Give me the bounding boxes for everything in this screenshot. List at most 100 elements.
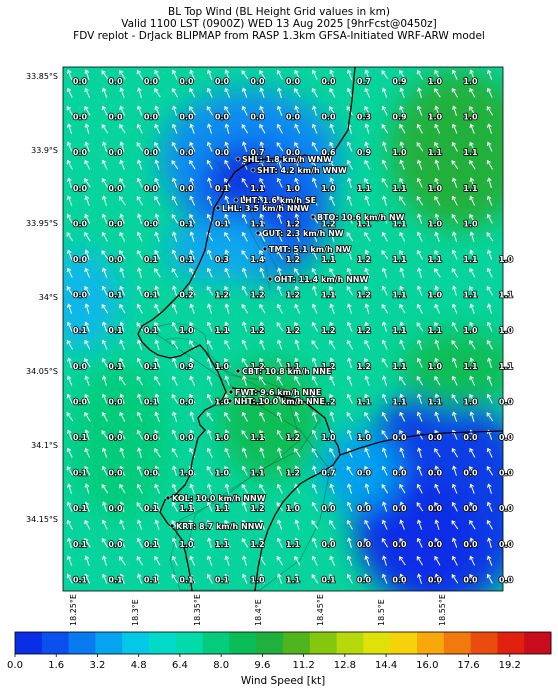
wind-arrow: [329, 123, 335, 134]
place-marker[interactable]: KOL: 10.0 km/h NNW: [165, 493, 266, 504]
wind-arrow: [381, 393, 388, 404]
grid-value: 0.0: [144, 77, 159, 86]
grid-value: 1.2: [286, 397, 300, 406]
place-marker[interactable]: CBT: 10.8 km/h NNE: [235, 366, 332, 377]
wind-arrow: [119, 267, 125, 278]
wind-arrow: [241, 501, 248, 512]
place-marker[interactable]: OHT: 11.4 km/h NNW: [267, 274, 369, 285]
grid-value: 1.1: [463, 184, 478, 193]
wind-arrow: [451, 231, 458, 242]
wind-arrow: [224, 555, 230, 566]
place-marker[interactable]: TMT: 5.1 km/h NW: [262, 244, 352, 255]
wind-arrow: [329, 195, 336, 206]
wind-arrow: [276, 465, 283, 476]
grid-value: 0.3: [215, 255, 229, 264]
wind-arrow: [84, 375, 90, 386]
wind-arrow: [136, 357, 143, 368]
wind-arrow: [294, 159, 300, 170]
wind-arrow: [381, 537, 389, 548]
wind-arrow: [399, 447, 405, 458]
grid-value: 0.1: [144, 540, 159, 549]
wind-arrow: [154, 448, 161, 458]
grid-value: 0.1: [73, 575, 88, 584]
place-marker[interactable]: BTO: 10.6 km/h NW: [310, 212, 405, 223]
wind-arrow: [347, 177, 352, 188]
place-marker[interactable]: LHL: 3.5 km/h NNW: [215, 203, 310, 214]
wind-arrow: [469, 177, 475, 188]
wind-arrow: [136, 159, 143, 170]
wind-arrow: [434, 519, 440, 530]
wind-arrow: [311, 501, 318, 512]
place-marker[interactable]: SHT: 4.2 km/h WNW: [250, 165, 348, 176]
place-marker[interactable]: SHL: 1.8 km/h WNW: [235, 154, 333, 165]
wind-arrow: [311, 574, 319, 584]
wind-arrow: [206, 412, 214, 422]
grid-value: 0.1: [215, 575, 230, 584]
grid-value: 1.0: [463, 113, 478, 122]
place-marker[interactable]: LHT: 1.6 km/h SE: [233, 195, 317, 206]
wind-arrow: [241, 124, 249, 134]
wind-arrow: [206, 375, 213, 386]
wind-arrow: [329, 249, 335, 260]
wind-arrow: [451, 160, 459, 170]
colorbar-swatch: [497, 632, 525, 654]
wind-arrow: [451, 375, 458, 386]
grid-value: 1.2: [250, 291, 264, 300]
wind-arrow: [381, 339, 388, 350]
wind-arrow: [399, 393, 405, 404]
wind-arrow: [171, 214, 179, 224]
wind-arrow: [84, 358, 91, 368]
wind-arrow: [136, 555, 144, 566]
wind-arrow: [84, 573, 91, 584]
grid-value: 1.0: [428, 184, 443, 193]
wind-arrow: [66, 375, 73, 386]
wind-arrow: [189, 429, 195, 440]
wind-arrow: [434, 537, 440, 548]
wind-arrow: [294, 231, 300, 242]
wind-arrow: [259, 303, 266, 314]
grid-value: 0.0: [108, 397, 123, 406]
grid-value: 0.0: [286, 77, 301, 86]
wind-arrow: [119, 573, 125, 584]
grid-value: 1.2: [250, 397, 264, 406]
wind-arrow: [171, 357, 178, 368]
wind-arrow: [154, 411, 160, 422]
wind-arrow: [294, 195, 301, 206]
wind-arrow: [329, 483, 335, 494]
wind-arrow: [84, 321, 90, 332]
place-marker[interactable]: KRT: 8.7 km/h NNW: [169, 521, 264, 532]
wind-arrow: [311, 447, 319, 458]
wind-arrow: [451, 87, 459, 98]
place-marker[interactable]: GUT: 2.3 km/h NW: [255, 228, 345, 239]
colorbar-swatch: [41, 632, 69, 654]
grid-value: 0.0: [463, 433, 478, 442]
wind-arrow: [119, 339, 125, 350]
wind-arrow: [329, 87, 336, 98]
wind-arrow: [66, 303, 73, 314]
wind-arrow: [381, 231, 388, 242]
wind-arrow: [417, 447, 422, 458]
wind-arrow: [136, 519, 143, 530]
wind-arrow: [154, 501, 161, 512]
colorbar-label: Wind Speed [kt]: [241, 675, 325, 687]
wind-arrow: [206, 519, 213, 530]
wind-arrow: [84, 231, 91, 242]
wind-arrow: [311, 177, 318, 188]
wind-field: [63, 67, 503, 591]
grid-value: 1.0: [286, 504, 301, 513]
wind-arrow: [66, 69, 73, 80]
wind-arrow: [469, 375, 476, 386]
wind-arrow: [259, 123, 266, 134]
wind-arrow: [224, 501, 230, 512]
wind-arrow: [416, 303, 423, 314]
wind-arrow: [277, 447, 282, 458]
wind-arrow: [101, 519, 108, 530]
place-marker[interactable]: FWT: 9.6 km/h NNE: [228, 387, 322, 398]
grid-value: 0.0: [392, 575, 407, 584]
wind-arrow: [469, 357, 475, 368]
place-marker[interactable]: NHT: 10.0 km/h NNE: [227, 396, 326, 407]
grid-value: 1.1: [463, 255, 478, 264]
wind-arrow: [241, 250, 249, 260]
wind-arrow: [101, 70, 109, 80]
wind-arrow: [329, 231, 335, 242]
